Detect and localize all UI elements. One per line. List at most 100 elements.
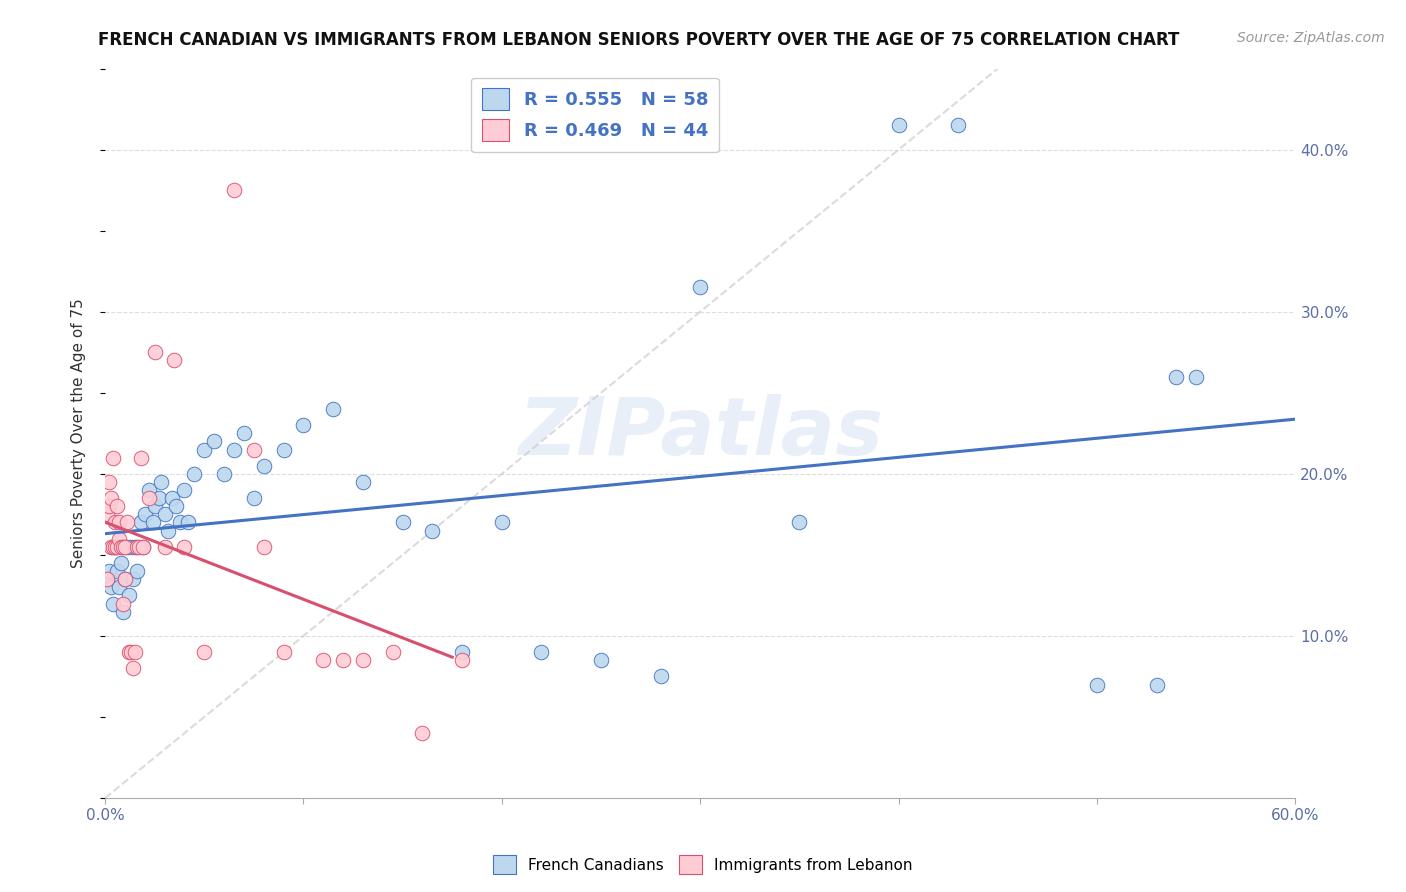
Point xyxy=(125,540,148,554)
Point xyxy=(352,653,374,667)
Point xyxy=(114,540,136,554)
Point xyxy=(105,564,128,578)
Point xyxy=(105,500,128,514)
Point xyxy=(101,450,124,465)
Point xyxy=(143,345,166,359)
Point xyxy=(491,516,513,530)
Point xyxy=(202,434,225,449)
Point xyxy=(789,516,811,530)
Point xyxy=(1185,369,1208,384)
Point xyxy=(157,524,180,538)
Point xyxy=(243,442,266,457)
Point xyxy=(131,540,153,554)
Point xyxy=(134,508,156,522)
Point xyxy=(650,669,672,683)
Point xyxy=(104,540,127,554)
Point xyxy=(253,458,276,473)
Point xyxy=(129,450,152,465)
Point xyxy=(121,661,143,675)
Point xyxy=(589,653,612,667)
Point xyxy=(530,645,553,659)
Point xyxy=(143,500,166,514)
Point xyxy=(111,597,134,611)
Point xyxy=(1166,369,1188,384)
Point xyxy=(381,645,404,659)
Point xyxy=(422,524,444,538)
Point xyxy=(131,540,153,554)
Point xyxy=(100,540,122,554)
Point xyxy=(177,516,200,530)
Point xyxy=(118,645,141,659)
Point xyxy=(292,418,315,433)
Point xyxy=(97,500,120,514)
Point xyxy=(124,645,146,659)
Point xyxy=(253,540,276,554)
Point xyxy=(120,645,142,659)
Point xyxy=(243,491,266,505)
Point xyxy=(163,353,186,368)
Point xyxy=(322,401,344,416)
Point xyxy=(332,653,354,667)
Point xyxy=(97,564,120,578)
Point xyxy=(96,508,118,522)
Point xyxy=(153,508,176,522)
Point xyxy=(121,572,143,586)
Point xyxy=(451,645,474,659)
Point xyxy=(142,516,165,530)
Y-axis label: Seniors Poverty Over the Age of 75: Seniors Poverty Over the Age of 75 xyxy=(72,299,86,568)
Point xyxy=(97,475,120,489)
Point xyxy=(173,483,195,497)
Point xyxy=(101,597,124,611)
Point xyxy=(110,556,132,570)
Point xyxy=(96,572,118,586)
Point xyxy=(138,483,160,497)
Point xyxy=(165,500,187,514)
Point xyxy=(222,442,245,457)
Point xyxy=(114,572,136,586)
Point xyxy=(125,564,148,578)
Point xyxy=(411,726,433,740)
Point xyxy=(193,442,215,457)
Point xyxy=(129,516,152,530)
Point xyxy=(212,467,235,481)
Point xyxy=(100,580,122,594)
Point xyxy=(104,540,127,554)
Point xyxy=(312,653,335,667)
Point xyxy=(391,516,413,530)
Point xyxy=(273,442,295,457)
Point xyxy=(124,540,146,554)
Point xyxy=(1085,677,1108,691)
Text: ZIPatlas: ZIPatlas xyxy=(517,394,883,472)
Point xyxy=(1146,677,1168,691)
Point xyxy=(101,540,124,554)
Point xyxy=(118,589,141,603)
Point xyxy=(232,426,254,441)
Point xyxy=(149,475,172,489)
Point xyxy=(162,491,184,505)
Point xyxy=(115,540,138,554)
Text: FRENCH CANADIAN VS IMMIGRANTS FROM LEBANON SENIORS POVERTY OVER THE AGE OF 75 CO: FRENCH CANADIAN VS IMMIGRANTS FROM LEBAN… xyxy=(98,31,1180,49)
Point xyxy=(887,118,910,132)
Point xyxy=(173,540,195,554)
Point xyxy=(111,605,134,619)
Point xyxy=(114,572,136,586)
Point xyxy=(148,491,170,505)
Point xyxy=(104,516,127,530)
Point xyxy=(273,645,295,659)
Point xyxy=(108,580,131,594)
Text: Source: ZipAtlas.com: Source: ZipAtlas.com xyxy=(1237,31,1385,45)
Legend: R = 0.555   N = 58, R = 0.469   N = 44: R = 0.555 N = 58, R = 0.469 N = 44 xyxy=(471,78,718,153)
Point xyxy=(105,540,128,554)
Point xyxy=(352,475,374,489)
Point xyxy=(108,532,131,546)
Point xyxy=(120,540,142,554)
Point xyxy=(108,516,131,530)
Point xyxy=(193,645,215,659)
Point xyxy=(138,491,160,505)
Point xyxy=(96,572,118,586)
Point xyxy=(222,183,245,197)
Point xyxy=(115,516,138,530)
Point xyxy=(946,118,969,132)
Point xyxy=(100,491,122,505)
Point xyxy=(110,540,132,554)
